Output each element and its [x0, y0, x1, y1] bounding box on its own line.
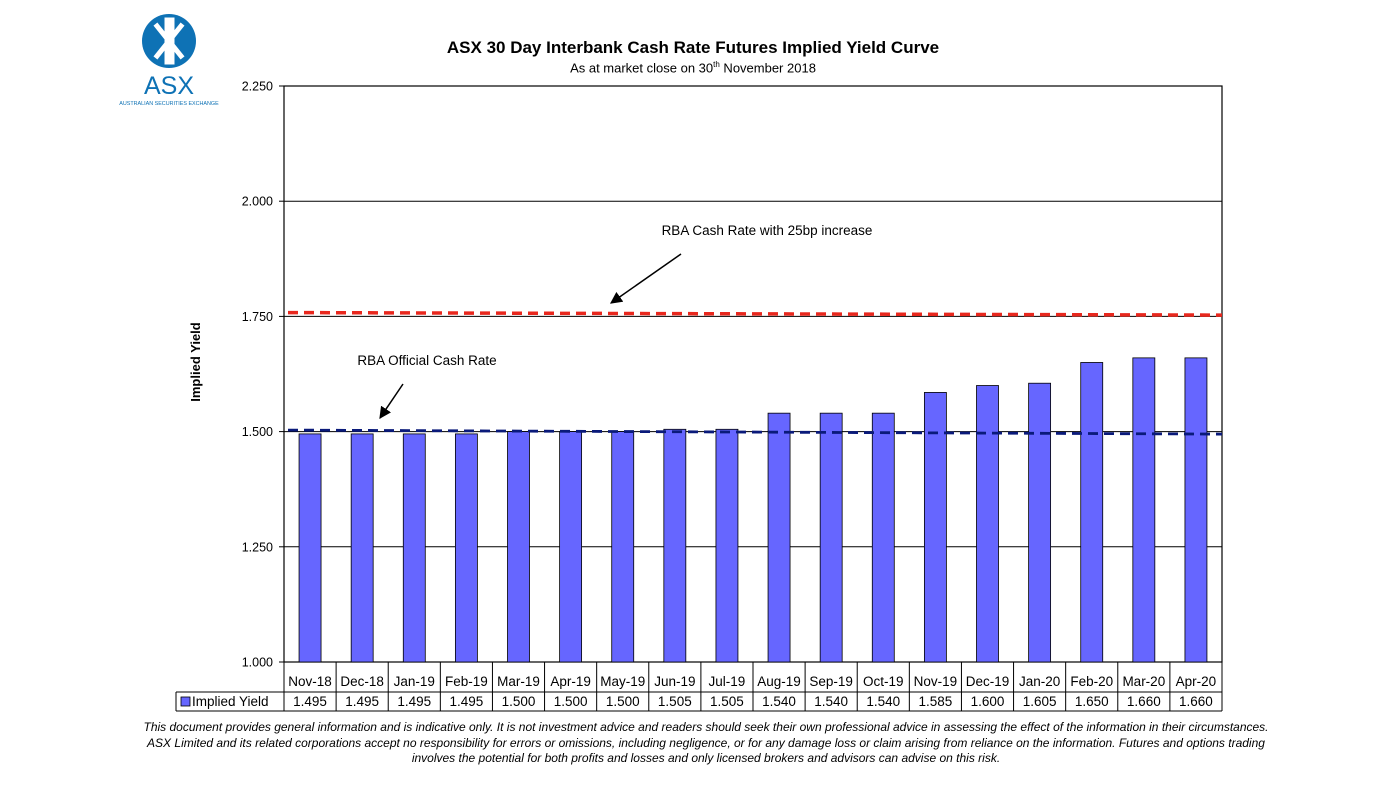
value-label-Nov-19: 1.585 [918, 694, 952, 709]
bar-Feb-19 [454, 433, 478, 663]
bar-Apr-20 [1184, 357, 1208, 663]
y-axis-label: Implied Yield [188, 322, 203, 402]
category-label-Apr-19: Apr-19 [550, 674, 591, 689]
annotation-arrow-increase [610, 253, 682, 304]
asx-logo-subtext: AUSTRALIAN SECURITIES EXCHANGE [119, 101, 219, 107]
value-label-Apr-19: 1.500 [554, 694, 588, 709]
category-label-Jun-19: Jun-19 [654, 674, 695, 689]
category-label-Jul-19: Jul-19 [709, 674, 746, 689]
category-label-Feb-20: Feb-20 [1070, 674, 1113, 689]
bar-May-19 [611, 431, 635, 663]
legend-swatch [180, 696, 191, 707]
value-label-Apr-20: 1.660 [1179, 694, 1213, 709]
ytick-label-4: 2.000 [242, 195, 273, 209]
bar-Nov-18 [298, 433, 322, 663]
legend-label: Implied Yield [192, 694, 269, 709]
annotation-arrow-official [379, 383, 404, 419]
value-label-Jul-19: 1.505 [710, 694, 744, 709]
bar-Apr-19 [559, 431, 583, 663]
value-label-Mar-20: 1.660 [1127, 694, 1161, 709]
category-label-Mar-20: Mar-20 [1122, 674, 1165, 689]
bar-Feb-20 [1080, 362, 1104, 663]
ytick-label-3: 1.750 [242, 310, 273, 324]
bar-Aug-19 [767, 412, 791, 663]
asx-logo: ASX AUSTRALIAN SECURITIES EXCHANGE [117, 12, 221, 108]
category-label-Aug-19: Aug-19 [757, 674, 801, 689]
ytick-label-5: 2.250 [242, 80, 273, 94]
category-label-Feb-19: Feb-19 [445, 674, 488, 689]
value-label-Sep-19: 1.540 [814, 694, 848, 709]
category-label-Oct-19: Oct-19 [863, 674, 904, 689]
bar-Mar-19 [507, 431, 530, 663]
category-label-Dec-19: Dec-19 [966, 674, 1010, 689]
disclaimer-text: This document provides general informati… [143, 720, 1269, 765]
value-label-Feb-19: 1.495 [449, 694, 483, 709]
subtitle-prefix: As at market close on 30 [570, 60, 714, 76]
category-label-Jan-20: Jan-20 [1019, 674, 1060, 689]
bar-Oct-19 [871, 412, 895, 663]
value-label-Feb-20: 1.650 [1075, 694, 1109, 709]
rba-increase-line [287, 310, 1223, 317]
value-label-Oct-19: 1.540 [866, 694, 900, 709]
annotation-rba-increase: RBA Cash Rate with 25bp increase [662, 223, 873, 238]
category-label-May-19: May-19 [600, 674, 645, 689]
category-label-Jan-19: Jan-19 [394, 674, 435, 689]
subtitle-sup: th [713, 60, 720, 69]
bar-Dec-18 [350, 433, 374, 663]
rba-official-line [287, 428, 1223, 436]
value-label-Aug-19: 1.540 [762, 694, 796, 709]
chart-title: ASX 30 Day Interbank Cash Rate Futures I… [446, 38, 940, 57]
category-label-Nov-18: Nov-18 [288, 674, 332, 689]
value-label-Mar-19: 1.500 [502, 694, 536, 709]
value-label-Dec-19: 1.600 [971, 694, 1005, 709]
bar-Jan-20 [1028, 382, 1052, 663]
value-label-May-19: 1.500 [606, 694, 640, 709]
bar-Jul-19 [715, 428, 739, 663]
category-label-Sep-19: Sep-19 [809, 674, 853, 689]
value-label-Dec-18: 1.495 [345, 694, 379, 709]
ytick-label-1: 1.250 [242, 540, 273, 554]
chart-subtitle: As at market close on 30th November 2018 [290, 60, 1096, 75]
category-label-Nov-19: Nov-19 [914, 674, 958, 689]
annotation-rba-official: RBA Official Cash Rate [357, 353, 496, 368]
bar-Dec-19 [976, 385, 999, 663]
category-label-Dec-18: Dec-18 [340, 674, 384, 689]
value-label-Jan-20: 1.605 [1023, 694, 1057, 709]
asx-logo-text: ASX [144, 72, 194, 100]
category-label-Apr-20: Apr-20 [1176, 674, 1217, 689]
value-label-Nov-18: 1.495 [293, 694, 327, 709]
ytick-label-0: 1.000 [242, 656, 273, 670]
value-label-Jun-19: 1.505 [658, 694, 692, 709]
implied-yield-chart: 1.000 1.250 1.500 1.750 2.000 2.250 Implied Yi… [175, 80, 1223, 712]
bar-Mar-20 [1132, 357, 1156, 663]
bar-Jun-19 [663, 428, 687, 663]
subtitle-suffix: November 2018 [719, 60, 816, 76]
bar-Jan-19 [402, 433, 426, 663]
ytick-label-2: 1.500 [242, 425, 273, 439]
value-label-Jan-19: 1.495 [397, 694, 431, 709]
category-label-Mar-19: Mar-19 [497, 674, 540, 689]
bar-Nov-19 [923, 392, 947, 663]
bar-Sep-19 [819, 412, 843, 663]
